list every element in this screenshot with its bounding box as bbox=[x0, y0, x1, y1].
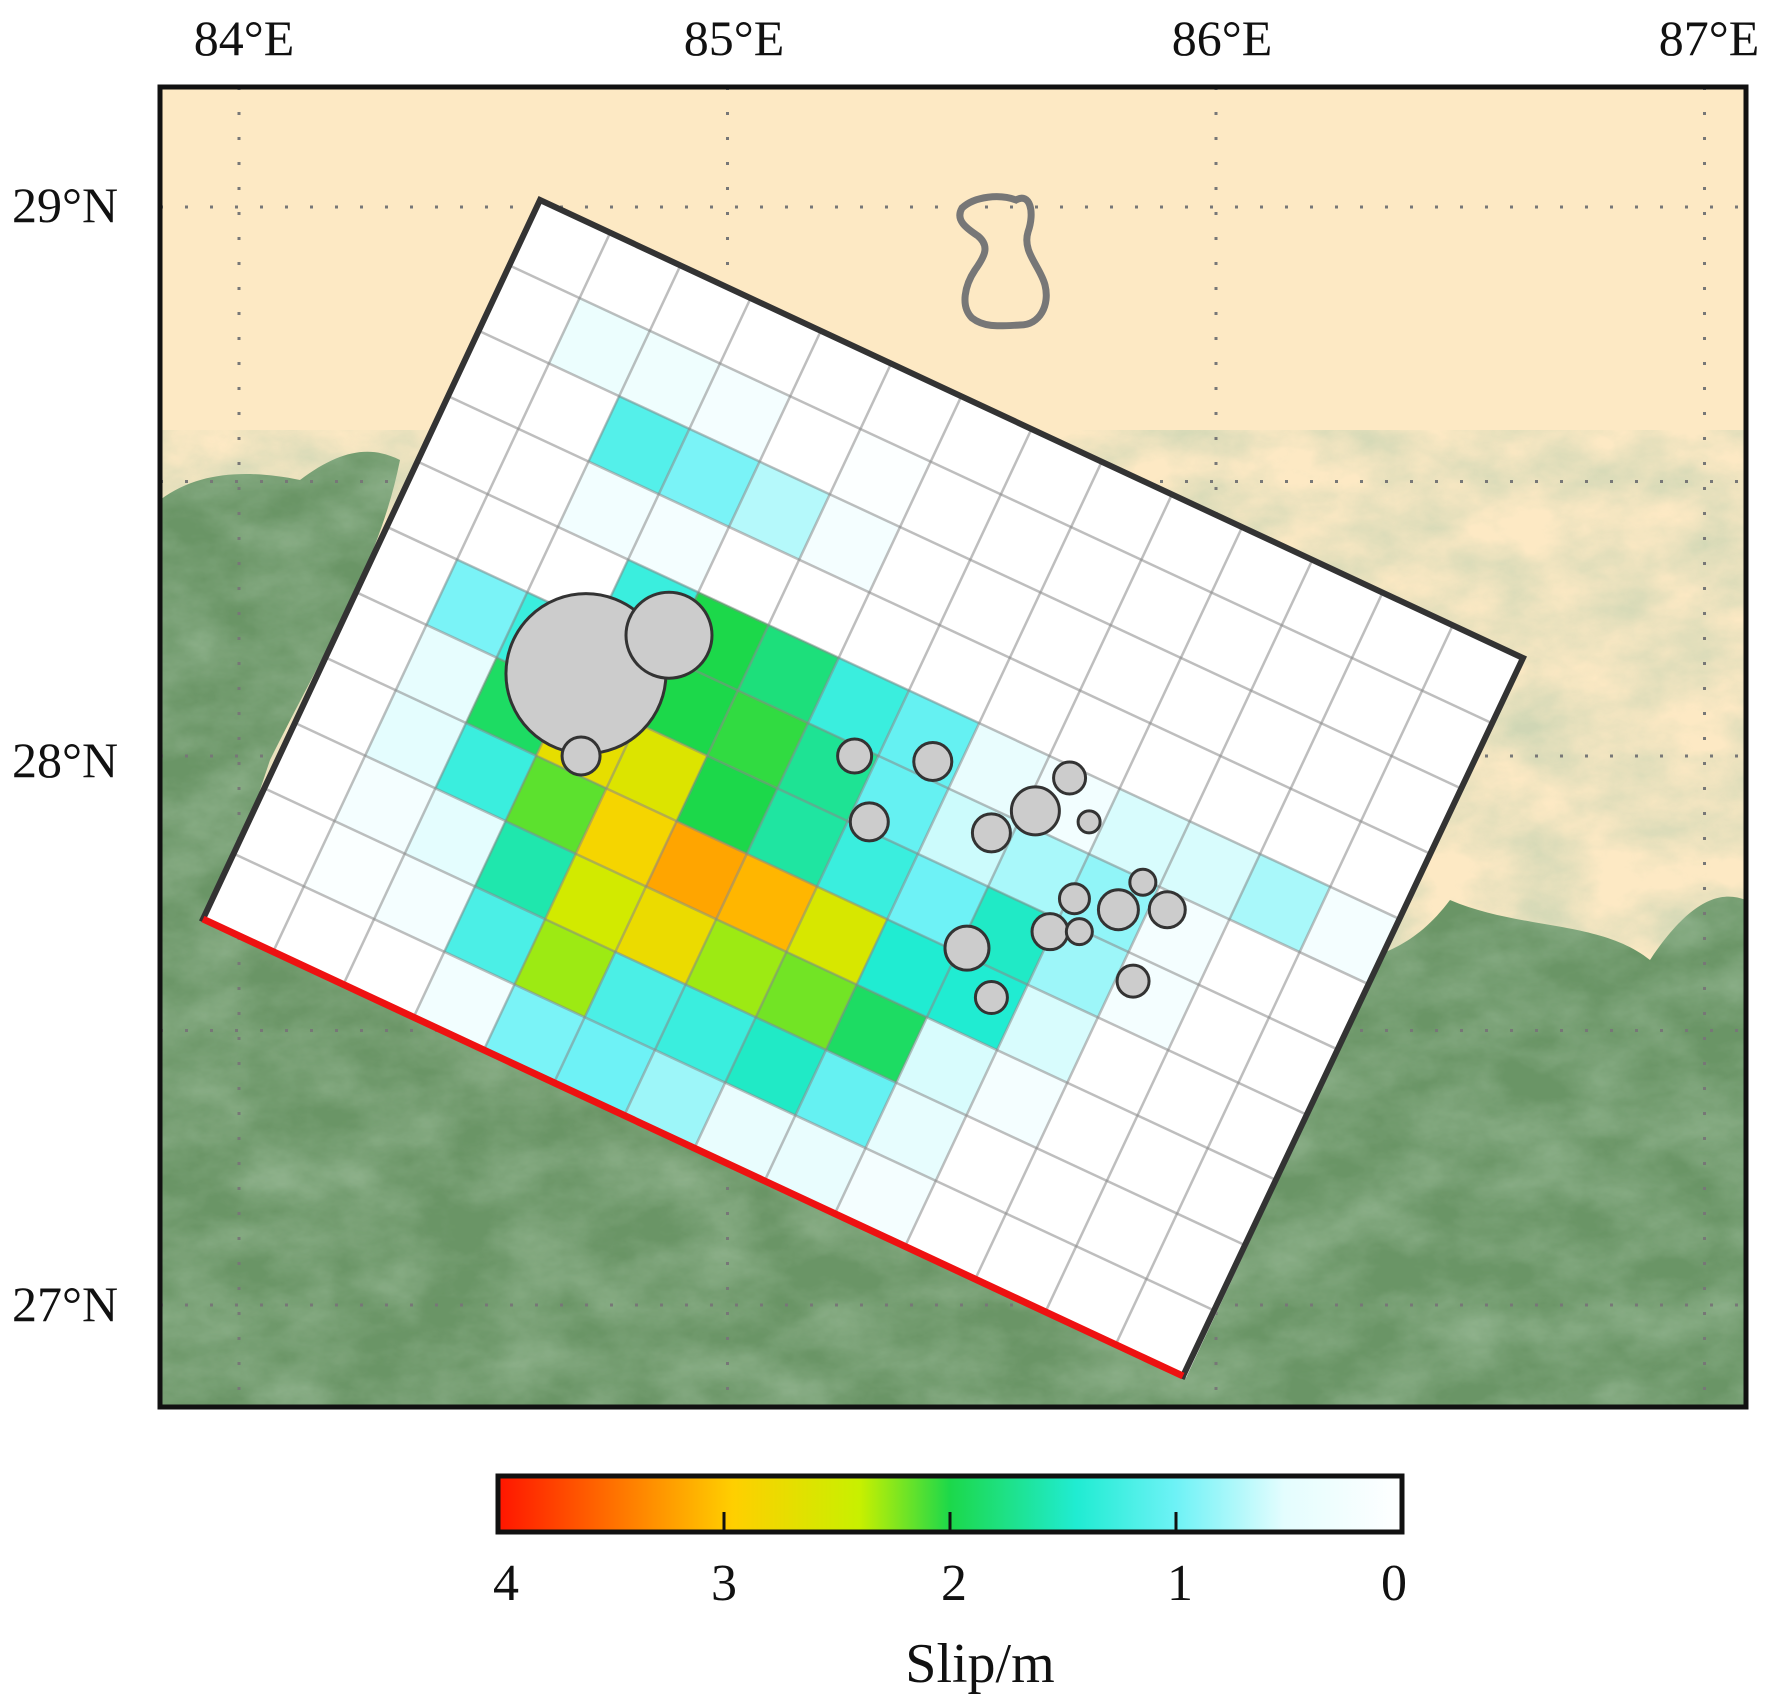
event-circle bbox=[1147, 890, 1187, 930]
grid-line-dip bbox=[833, 493, 1174, 1214]
event-circle bbox=[973, 980, 1009, 1016]
colorbar-title: Slip/m bbox=[905, 1633, 1054, 1695]
event-circle bbox=[848, 801, 890, 843]
event-circle bbox=[970, 812, 1012, 854]
lat-label-27: 27°N bbox=[12, 1276, 118, 1332]
lon-label-87: 87°E bbox=[1659, 10, 1760, 66]
lake-outline bbox=[956, 193, 1050, 330]
lat-label-28: 28°N bbox=[12, 732, 118, 788]
grid-line-strike bbox=[294, 721, 1279, 1183]
grid-line-strike bbox=[263, 787, 1248, 1248]
colorbar-label-4: 4 bbox=[493, 1555, 519, 1612]
event-circle bbox=[1057, 882, 1091, 916]
lon-label-86: 86°E bbox=[1172, 10, 1273, 66]
grid-line-dip bbox=[763, 461, 1103, 1182]
event-circle bbox=[1064, 917, 1094, 947]
colorbar-label-0: 0 bbox=[1381, 1555, 1407, 1612]
grid-line-strike bbox=[233, 852, 1218, 1313]
grid-line-strike bbox=[325, 656, 1310, 1117]
fault-plane bbox=[199, 196, 1528, 1380]
lon-label-85: 85°E bbox=[684, 10, 785, 66]
grid-line-strike bbox=[416, 460, 1401, 921]
grid-line-dip bbox=[342, 264, 682, 985]
event-circle bbox=[624, 590, 714, 680]
earthquake-events bbox=[504, 590, 1187, 1016]
lon-label-84: 84°E bbox=[194, 10, 295, 66]
event-circle bbox=[943, 924, 991, 972]
map-frame bbox=[157, 84, 1749, 1410]
grid-line-dip bbox=[623, 395, 963, 1116]
grid-line-dip bbox=[693, 428, 1033, 1149]
event-circle bbox=[1030, 912, 1070, 952]
lat-label-29: 29°N bbox=[12, 177, 118, 233]
event-circle bbox=[560, 735, 602, 777]
grid-line-dip bbox=[552, 363, 893, 1084]
grid-line-strike bbox=[478, 329, 1463, 790]
grid-line-dip bbox=[974, 559, 1314, 1280]
event-circle bbox=[1096, 888, 1140, 932]
longitude-labels: 84°E 85°E 86°E 87°E bbox=[194, 10, 1760, 66]
event-circle bbox=[1076, 809, 1102, 835]
event-circle bbox=[1128, 867, 1158, 897]
event-circle bbox=[1052, 760, 1088, 796]
slip-cells bbox=[202, 199, 1524, 1378]
colorbar-label-2: 2 bbox=[941, 1555, 967, 1612]
grid-line-dip bbox=[272, 232, 612, 953]
colorbar-label-3: 3 bbox=[711, 1555, 737, 1612]
grid-line-dip bbox=[1044, 592, 1384, 1313]
event-circle bbox=[912, 740, 954, 782]
fault-surface-trace bbox=[201, 915, 1185, 1380]
event-circle bbox=[1115, 963, 1151, 999]
grid-line-dip bbox=[1114, 624, 1454, 1345]
latitude-labels: 29°N 28°N 27°N bbox=[12, 177, 118, 1332]
colorbar-label-1: 1 bbox=[1167, 1555, 1193, 1612]
event-circle bbox=[1009, 785, 1061, 837]
slip-colorbar: 4 3 2 1 0 Slip/m bbox=[493, 1473, 1407, 1695]
grid-line-strike bbox=[508, 264, 1493, 725]
grid-line-strike bbox=[447, 394, 1432, 856]
event-circle bbox=[836, 737, 874, 775]
